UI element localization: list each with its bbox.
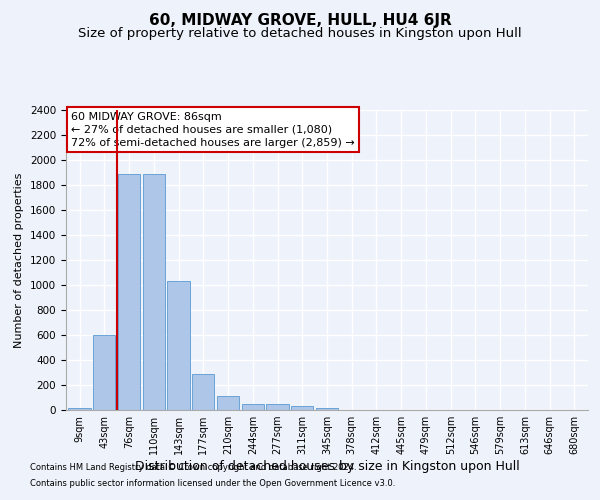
- Y-axis label: Number of detached properties: Number of detached properties: [14, 172, 25, 348]
- Bar: [93, 335, 115, 410]
- Bar: [291, 406, 313, 410]
- Text: 60, MIDWAY GROVE, HULL, HU4 6JR: 60, MIDWAY GROVE, HULL, HU4 6JR: [149, 12, 451, 28]
- Bar: [316, 408, 338, 410]
- Bar: [68, 408, 91, 410]
- Text: Size of property relative to detached houses in Kingston upon Hull: Size of property relative to detached ho…: [78, 28, 522, 40]
- X-axis label: Distribution of detached houses by size in Kingston upon Hull: Distribution of detached houses by size …: [134, 460, 520, 473]
- Text: Contains HM Land Registry data © Crown copyright and database right 2024.: Contains HM Land Registry data © Crown c…: [30, 464, 356, 472]
- Bar: [217, 396, 239, 410]
- Bar: [118, 174, 140, 410]
- Bar: [242, 404, 264, 410]
- Bar: [143, 174, 165, 410]
- Bar: [192, 374, 214, 410]
- Bar: [266, 404, 289, 410]
- Bar: [167, 281, 190, 410]
- Text: Contains public sector information licensed under the Open Government Licence v3: Contains public sector information licen…: [30, 478, 395, 488]
- Text: 60 MIDWAY GROVE: 86sqm
← 27% of detached houses are smaller (1,080)
72% of semi-: 60 MIDWAY GROVE: 86sqm ← 27% of detached…: [71, 112, 355, 148]
